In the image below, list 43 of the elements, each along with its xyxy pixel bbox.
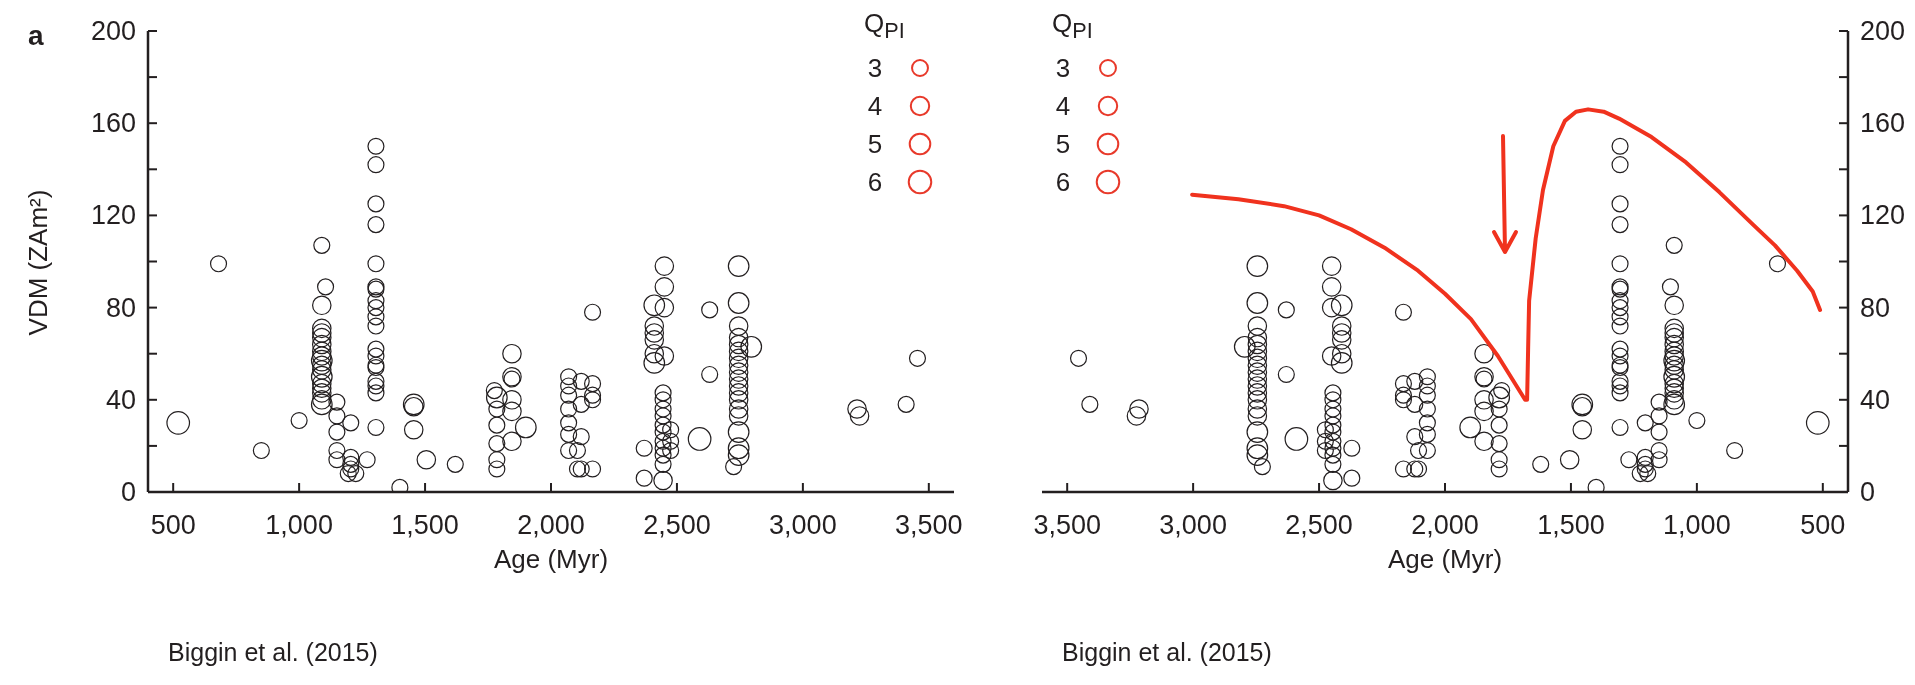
text: Biggin et al. (2015) xyxy=(1062,638,1272,667)
x-tick-label: 2,500 xyxy=(643,510,711,540)
x-axis-title: Age (Myr) xyxy=(1386,544,1504,575)
x-tick-label: 1,000 xyxy=(265,510,333,540)
y-tick-label: 200 xyxy=(90,16,136,46)
y-tick-label: 120 xyxy=(90,200,136,231)
legend-label: 5 xyxy=(1055,129,1071,160)
y-tick-label: 80 xyxy=(1860,292,1891,323)
y-tick-label: 120 xyxy=(1860,200,1906,231)
y-tick-label: 160 xyxy=(90,108,136,139)
legend-label: 6 xyxy=(867,167,883,198)
x-tick-label: 2,500 xyxy=(1285,510,1353,540)
legend-label: 4 xyxy=(1055,91,1071,122)
y-axis-title: VDM (ZAm²) xyxy=(22,188,54,338)
x-tick-label: 3,500 xyxy=(1033,510,1101,540)
legend-title: Q$_{PI}$ xyxy=(863,8,906,45)
y-tick-label: 80 xyxy=(105,292,136,323)
y-tick-label: 200 xyxy=(1860,16,1906,46)
x-tick-label: 2,000 xyxy=(1411,510,1479,540)
x-tick-label: 1,500 xyxy=(1537,510,1605,540)
y-tick-label: 40 xyxy=(1860,384,1891,415)
y-tick-label: 40 xyxy=(105,384,136,415)
x-tick-label: 1,500 xyxy=(391,510,459,540)
y-tick-label: 0 xyxy=(120,477,136,507)
x-axis-title: Age (Myr) xyxy=(492,544,610,575)
text: Biggin et al. (2015) xyxy=(168,638,378,667)
x-tick-label: 500 xyxy=(150,510,196,540)
line-series xyxy=(1190,107,1823,402)
x-tick-label: 500 xyxy=(1800,510,1846,540)
x-tick-label: 2,000 xyxy=(517,510,585,540)
text: a xyxy=(28,20,44,52)
legend-label: 3 xyxy=(867,53,883,84)
x-tick-label: 3,000 xyxy=(769,510,837,540)
y-tick-label: 0 xyxy=(1860,477,1876,507)
legend-label: 4 xyxy=(867,91,883,122)
x-tick-label: 1,000 xyxy=(1663,510,1731,540)
legend-label: 6 xyxy=(1055,167,1071,198)
x-tick-label: 3,500 xyxy=(895,510,963,540)
x-tick-label: 3,000 xyxy=(1159,510,1227,540)
y-tick-label: 160 xyxy=(1860,108,1906,139)
legend-label: 3 xyxy=(1055,53,1071,84)
legend-title: Q$_{PI}$ xyxy=(1051,8,1094,45)
legend-label: 5 xyxy=(867,129,883,160)
